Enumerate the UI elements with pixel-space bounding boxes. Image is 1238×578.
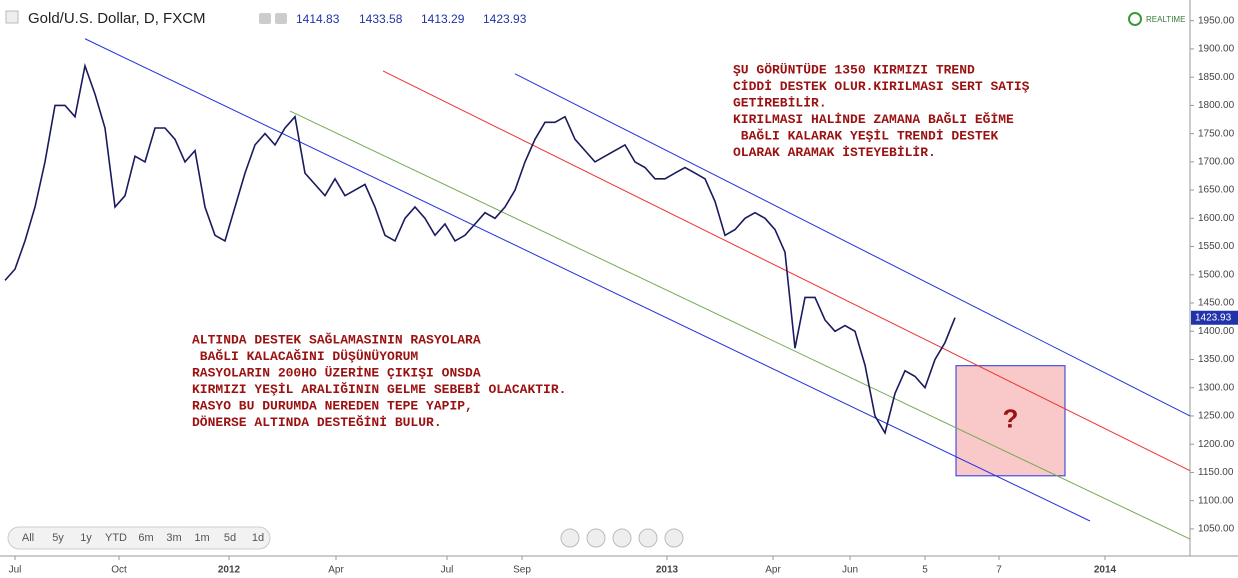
close-value: 1423.93	[483, 12, 527, 26]
annotation: KIRILMASI HALİNDE ZAMANA BAĞLI EĞİME	[733, 112, 1014, 127]
x-tick-label: Apr	[328, 565, 344, 576]
chart-title: Gold/U.S. Dollar, D, FXCM	[28, 10, 206, 27]
x-tick-label: Apr	[765, 565, 781, 576]
collapse-icon[interactable]	[5, 10, 19, 24]
range-buttons: All 5y 1y YTD 6m 3m 1m 5d 1d	[7, 526, 271, 550]
settings-icon[interactable]	[259, 13, 271, 24]
open-value: 1414.83	[296, 12, 340, 26]
annotation: KIRMIZI YEŞİL ARALIĞININ GELME SEBEBİ OL…	[192, 382, 566, 397]
x-tick-label: Jun	[842, 565, 858, 576]
annotation: BAĞLI KALACAĞINI DÜŞÜNÜYORUM	[192, 348, 418, 364]
x-tick-label: Sep	[513, 565, 531, 576]
x-tick-label: Jul	[441, 565, 454, 576]
trendline	[289, 110, 1191, 540]
range-button[interactable]: 1y	[80, 532, 92, 544]
last-price-box	[1191, 310, 1238, 325]
x-tick-label: Oct	[111, 565, 127, 576]
box-label: ?	[1003, 404, 1019, 434]
y-tick-label: 1450.00	[1198, 298, 1235, 309]
y-tick-label: 1500.00	[1198, 269, 1235, 280]
y-tick-label: 1150.00	[1198, 467, 1234, 478]
x-tick-label: 2013	[656, 565, 679, 576]
range-panel	[7, 526, 271, 550]
y-tick-label: 1250.00	[1198, 411, 1235, 422]
y-tick-label: 1400.00	[1198, 326, 1235, 337]
y-tick-label: 1550.00	[1198, 241, 1235, 252]
y-tick-label: 1200.00	[1198, 439, 1235, 450]
range-button[interactable]: YTD	[105, 532, 127, 544]
zoom-out[interactable]	[586, 528, 606, 548]
x-tick-label: 2014	[1094, 565, 1117, 576]
range-button[interactable]: 1d	[252, 532, 264, 544]
x-tick-label: 7	[996, 565, 1002, 576]
annotation: RASYO BU DURUMDA NEREDEN TEPE YAPIP,	[192, 398, 473, 413]
y-tick-label: 1600.00	[1198, 213, 1235, 224]
y-tick-label: 1850.00	[1198, 72, 1235, 83]
nav-controls	[560, 528, 684, 548]
reset[interactable]	[612, 528, 632, 548]
y-tick-label: 1900.00	[1198, 44, 1235, 55]
range-button[interactable]: 3m	[166, 532, 181, 544]
range-button[interactable]: All	[22, 532, 34, 544]
nav-right[interactable]	[664, 528, 684, 548]
trendline	[514, 73, 1191, 417]
range-button[interactable]: 1m	[194, 532, 209, 544]
last-price-label: 1423.93	[1195, 312, 1232, 323]
settings-icon[interactable]	[275, 13, 287, 24]
annotation: OLARAK ARAMAK İSTEYEBİLİR.	[733, 145, 936, 160]
y-tick-label: 1650.00	[1198, 185, 1235, 196]
x-tick-label: 5	[922, 565, 928, 576]
y-tick-label: 1300.00	[1198, 382, 1235, 393]
annotation: RASYOLARIN 200HO ÜZERİNE ÇIKIŞI ONSDA	[192, 364, 481, 380]
y-tick-label: 1950.00	[1198, 15, 1235, 26]
y-tick-label: 1700.00	[1198, 156, 1235, 167]
range-button[interactable]: 5y	[52, 532, 64, 544]
annotation: CİDDİ DESTEK OLUR.KIRILMASI SERT SATIŞ	[733, 79, 1030, 94]
low-value: 1413.29	[421, 12, 465, 26]
y-tick-label: 1800.00	[1198, 100, 1235, 111]
nav-left[interactable]	[560, 528, 580, 548]
high-value: 1433.58	[359, 12, 403, 26]
x-tick-label: Jul	[9, 565, 22, 576]
annotation: BAĞLI KALARAK YEŞİL TRENDİ DESTEK	[733, 128, 998, 143]
trendline	[84, 38, 1091, 522]
realtime-icon	[1128, 12, 1142, 26]
y-tick-label: 1050.00	[1198, 524, 1235, 535]
range-button[interactable]: 5d	[224, 532, 236, 544]
range-button[interactable]: 6m	[138, 532, 153, 544]
zoom-in[interactable]	[638, 528, 658, 548]
y-tick-label: 1750.00	[1198, 128, 1235, 139]
x-tick-label: 2012	[218, 565, 241, 576]
annotation: ALTINDA DESTEK SAĞLAMASININ RASYOLARA	[192, 332, 481, 347]
y-tick-label: 1100.00	[1198, 495, 1234, 506]
target-box	[955, 365, 1066, 477]
annotation: ŞU GÖRÜNTÜDE 1350 KIRMIZI TREND	[733, 61, 975, 77]
annotation: GETİREBİLİR.	[733, 95, 827, 110]
price-line	[4, 62, 956, 435]
annotation: DÖNERSE ALTINDA DESTEĞİNİ BULUR.	[192, 414, 442, 430]
realtime-label: REALTIME	[1146, 15, 1185, 24]
y-tick-label: 1350.00	[1198, 354, 1235, 365]
